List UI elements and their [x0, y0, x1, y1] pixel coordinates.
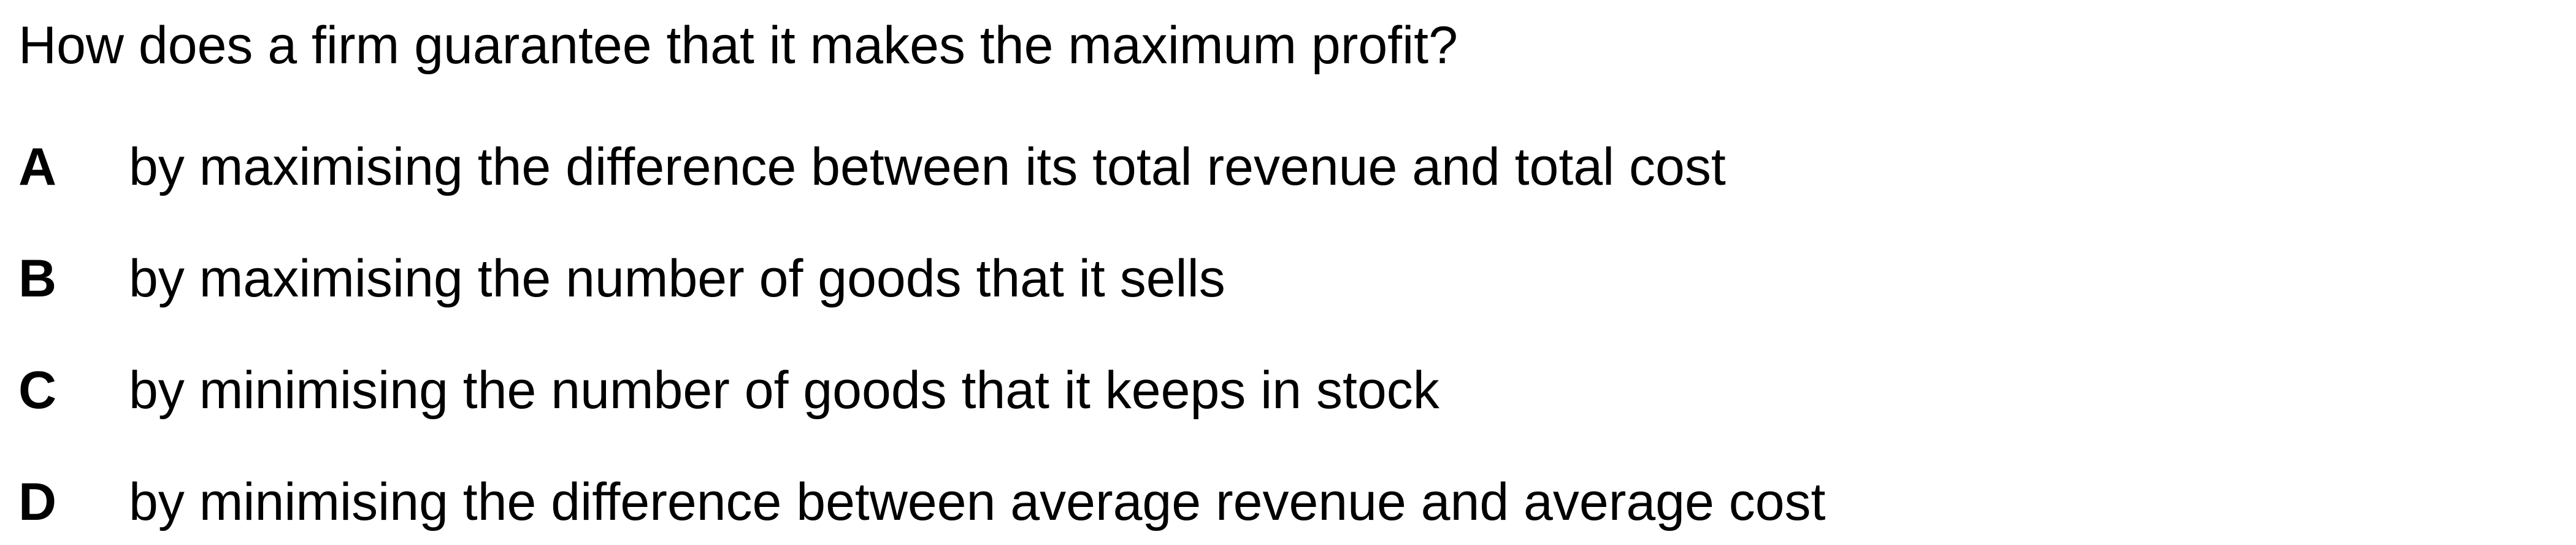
option-letter: B [18, 249, 57, 308]
answer-option-a[interactable]: A by maximising the difference between i… [18, 130, 2533, 204]
option-text: by minimising the number of goods that i… [129, 361, 1439, 420]
option-text: by maximising the number of goods that i… [129, 249, 1225, 308]
option-text: by minimising the difference between ave… [129, 473, 1826, 531]
question-text: How does a firm guarantee that it makes … [18, 16, 1458, 75]
answer-option-d[interactable]: D by minimising the difference between a… [18, 465, 2533, 539]
option-letter: A [18, 137, 57, 196]
option-letter: C [18, 361, 57, 420]
answer-option-c[interactable]: C by minimising the number of goods that… [18, 354, 2533, 427]
option-text: by maximising the difference between its… [129, 137, 1726, 196]
answer-option-b[interactable]: B by maximising the number of goods that… [18, 242, 2533, 315]
option-letter: D [18, 473, 57, 531]
